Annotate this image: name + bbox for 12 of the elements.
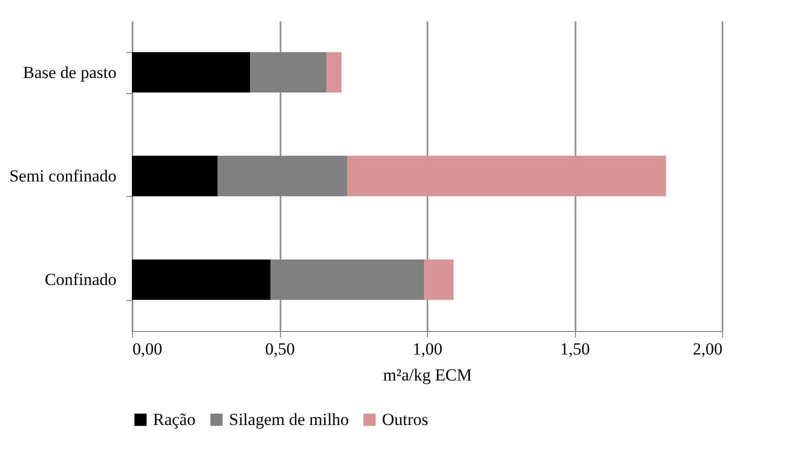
x-tick-label: 0,50 [265, 340, 295, 358]
legend-label: Outros [382, 410, 428, 429]
x-tick-label: 0,00 [132, 340, 162, 358]
y-tick-label: Base de pasto [23, 62, 116, 82]
legend-label: Silagem de milho [229, 410, 349, 429]
x-tick-label: 2,00 [692, 340, 722, 358]
y-tick-label: Confinado [44, 270, 116, 290]
legend-label: Ração [153, 410, 196, 429]
x-tick-label: 1,00 [412, 340, 442, 358]
x-axis-title: m²a/kg ECM [383, 366, 472, 384]
y-tick-label: Semi confinado [9, 166, 116, 186]
x-tick-label: 1,50 [560, 340, 590, 358]
